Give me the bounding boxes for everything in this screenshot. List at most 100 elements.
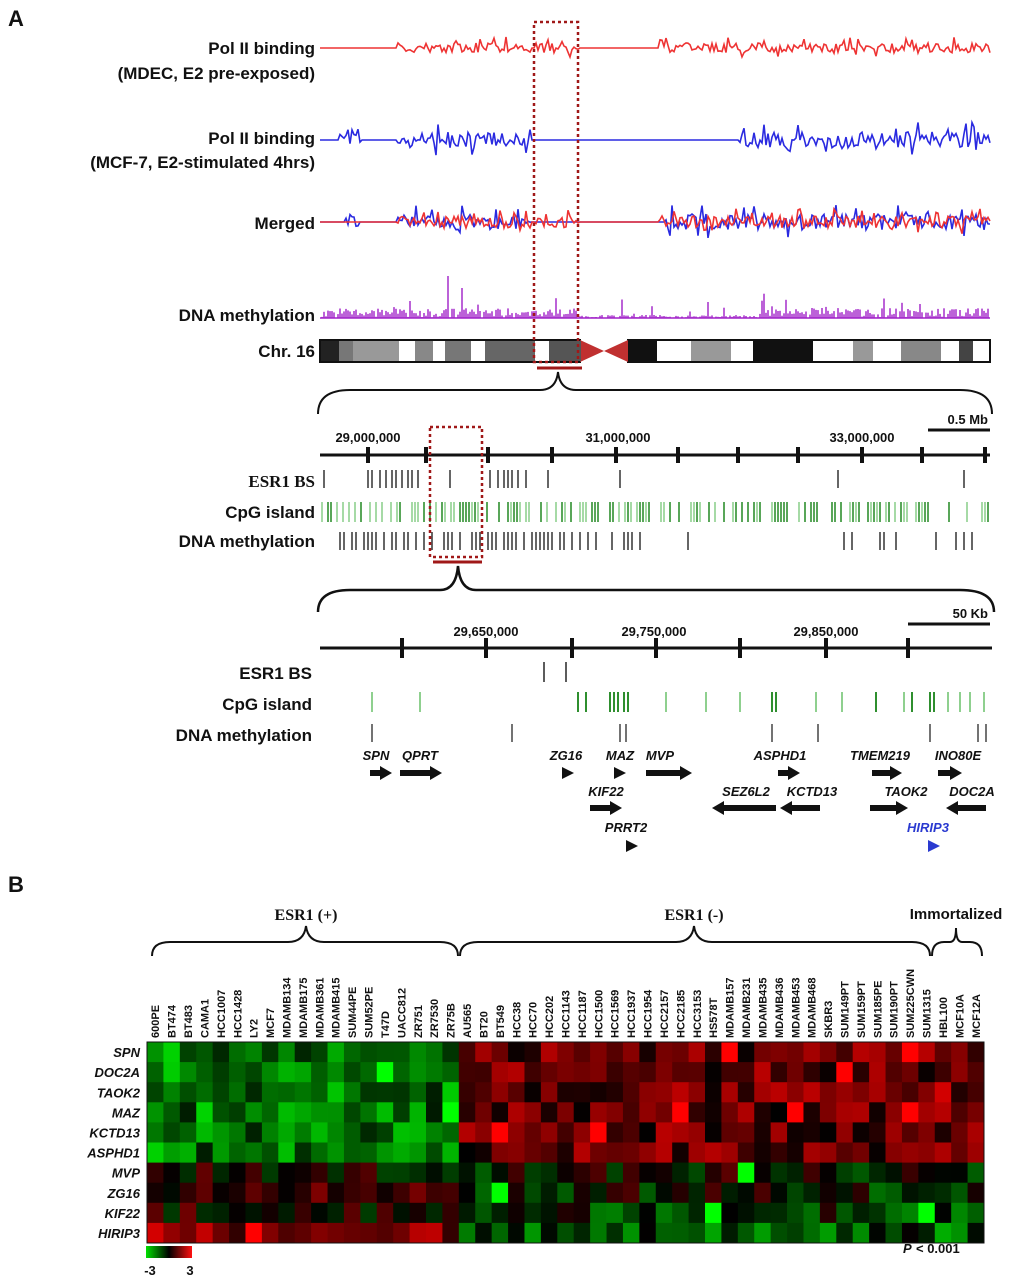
heatmap-cell bbox=[212, 1222, 230, 1244]
gene-label-spn: SPN bbox=[363, 748, 390, 763]
group-immortalized-label: Immortalized bbox=[910, 906, 1003, 923]
heatmap-cell bbox=[606, 1182, 624, 1204]
heatmap-cell bbox=[869, 1042, 886, 1063]
gene-arrow bbox=[380, 766, 392, 780]
heatmap-cell bbox=[442, 1182, 460, 1204]
heatmap-cell bbox=[819, 1102, 837, 1123]
row-label-kif22: KIF22 bbox=[105, 1206, 141, 1221]
heatmap-cell bbox=[409, 1062, 427, 1083]
heatmap-cell bbox=[885, 1162, 903, 1184]
heatmap-cell bbox=[836, 1202, 854, 1224]
heatmap-cell bbox=[163, 1182, 181, 1204]
heatmap-cell bbox=[573, 1142, 591, 1163]
heatmap-cell bbox=[343, 1102, 361, 1123]
heatmap-cell bbox=[147, 1102, 164, 1123]
heatmap-cell bbox=[770, 1182, 788, 1204]
gene-label-asphd1: ASPHD1 bbox=[753, 748, 807, 763]
chromosome-band bbox=[901, 341, 941, 361]
heatmap-cell bbox=[294, 1122, 312, 1143]
signal-tracks bbox=[320, 35, 991, 319]
heatmap-cell bbox=[245, 1142, 263, 1163]
heatmap-cell bbox=[294, 1182, 312, 1204]
gene-label-hirip3: HIRIP3 bbox=[907, 820, 950, 835]
cell-line-label: HCC2185 bbox=[675, 990, 687, 1038]
heatmap-cell bbox=[311, 1162, 328, 1184]
gene-label-kif22: KIF22 bbox=[588, 784, 624, 799]
heatmap-cell bbox=[294, 1062, 312, 1083]
gene-body bbox=[956, 805, 986, 811]
heatmap-cell bbox=[622, 1142, 640, 1163]
heatmap-cell bbox=[688, 1222, 706, 1244]
dna-methylation-label-2: DNA methylation bbox=[176, 726, 312, 745]
heatmap-cell bbox=[918, 1162, 936, 1184]
cell-line-label: MDAMB415 bbox=[331, 977, 343, 1038]
heatmap-cell bbox=[885, 1122, 903, 1143]
gene-label-maz: MAZ bbox=[606, 748, 635, 763]
heatmap-cell bbox=[606, 1162, 624, 1184]
heatmap-cell bbox=[754, 1082, 772, 1103]
coord-29750000: 29,750,000 bbox=[621, 624, 686, 639]
heatmap-cell bbox=[458, 1202, 476, 1224]
heatmap-cell bbox=[147, 1082, 164, 1103]
heatmap-cell bbox=[327, 1202, 345, 1224]
heatmap-cell bbox=[557, 1062, 575, 1083]
cell-line-label: MDAMB436 bbox=[774, 977, 786, 1038]
heatmap-cell bbox=[196, 1042, 214, 1063]
genomic-axis-2 bbox=[320, 638, 992, 658]
heatmap-cell bbox=[147, 1222, 164, 1244]
cell-line-label: HCC70 bbox=[528, 1002, 540, 1038]
heatmap-cell bbox=[229, 1142, 246, 1163]
chromosome-band bbox=[321, 341, 339, 361]
heatmap-cell bbox=[442, 1202, 460, 1224]
heatmap-cell bbox=[475, 1122, 493, 1143]
heatmap-cell bbox=[491, 1202, 509, 1224]
cell-line-label: SUM44PE bbox=[347, 987, 359, 1038]
heatmap-cell bbox=[622, 1182, 640, 1204]
heatmap-cell bbox=[294, 1222, 312, 1244]
row-label-taok2: TAOK2 bbox=[97, 1085, 141, 1100]
heatmap-cell bbox=[196, 1222, 214, 1244]
heatmap-cell bbox=[491, 1142, 509, 1163]
heatmap-cell bbox=[573, 1122, 591, 1143]
heatmap-cell bbox=[754, 1042, 772, 1063]
gene-arrow bbox=[562, 767, 574, 779]
heatmap-cell bbox=[606, 1062, 624, 1083]
heatmap-cell bbox=[967, 1142, 985, 1163]
heatmap-cell bbox=[770, 1082, 788, 1103]
heatmap-cell bbox=[393, 1162, 410, 1184]
heatmap-cell bbox=[590, 1082, 607, 1103]
heatmap-cell bbox=[163, 1142, 181, 1163]
heatmap-cell bbox=[934, 1082, 952, 1103]
heatmap-cell bbox=[885, 1142, 903, 1163]
heatmap-cell bbox=[294, 1042, 312, 1063]
heatmap-cell bbox=[491, 1102, 509, 1123]
heatmap-cell bbox=[852, 1222, 870, 1244]
heatmap-cell bbox=[409, 1082, 427, 1103]
heatmap-cell bbox=[508, 1082, 525, 1103]
cell-line-label: HCC1187 bbox=[577, 990, 589, 1038]
gene-arrow bbox=[614, 767, 626, 779]
heatmap-cell bbox=[540, 1082, 558, 1103]
cell-line-label: LY2 bbox=[249, 1019, 261, 1038]
heatmap-cell bbox=[655, 1082, 673, 1103]
cell-line-label: MDAMB435 bbox=[757, 977, 769, 1038]
heatmap-cell bbox=[590, 1142, 607, 1163]
cell-line-label: SUM159PT bbox=[856, 981, 868, 1038]
heatmap-cell bbox=[819, 1122, 837, 1143]
heatmap-cell bbox=[229, 1202, 246, 1224]
heatmap-cell bbox=[622, 1122, 640, 1143]
gene-label-ino80e: INO80E bbox=[935, 748, 982, 763]
row-label-hirip3: HIRIP3 bbox=[98, 1226, 141, 1241]
heatmap-cell bbox=[442, 1042, 460, 1063]
heatmap-cell bbox=[754, 1162, 772, 1184]
heatmap-border bbox=[146, 1041, 985, 1244]
heatmap-cell bbox=[278, 1182, 296, 1204]
heatmap-cell bbox=[787, 1102, 804, 1123]
chromosome-band bbox=[549, 341, 581, 361]
heatmap-cell bbox=[672, 1202, 689, 1224]
heatmap-cell bbox=[803, 1142, 821, 1163]
heatmap-cell bbox=[294, 1202, 312, 1224]
heatmap-cell bbox=[524, 1162, 542, 1184]
heatmap-cell bbox=[540, 1182, 558, 1204]
heatmap-cell bbox=[901, 1042, 919, 1063]
